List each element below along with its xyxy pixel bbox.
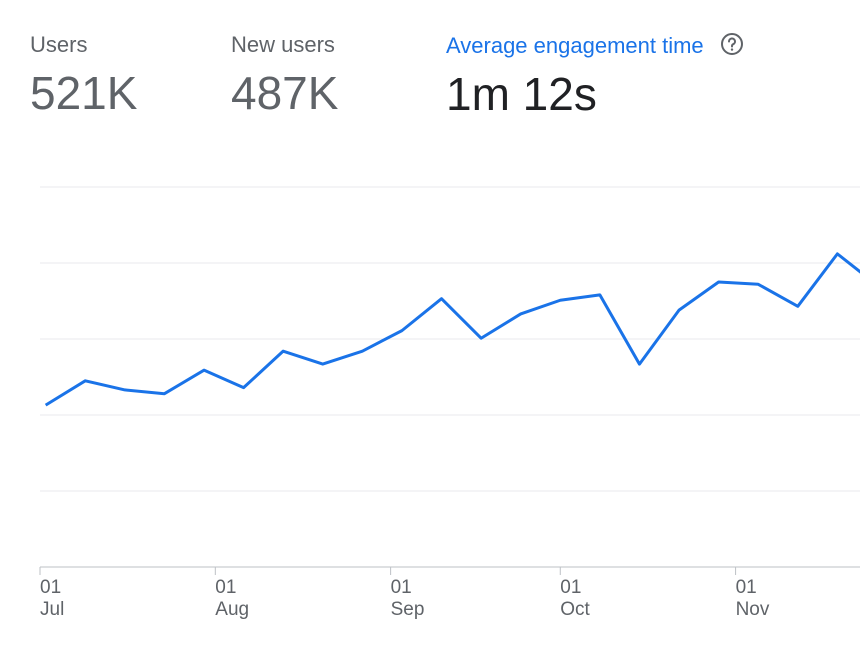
x-tick-label: 01 Oct — [560, 577, 590, 620]
metric[interactable]: Average engagement time 1m 12s — [446, 32, 744, 121]
help-icon[interactable] — [720, 32, 744, 56]
x-tick-label: 01 Nov — [735, 577, 770, 620]
metric[interactable]: Users 521K — [30, 32, 137, 120]
data-line — [44, 252, 860, 407]
metric[interactable]: New users 487K — [231, 32, 338, 120]
x-tick-label: 01 Aug — [215, 577, 250, 620]
metric-label: Average engagement time — [446, 32, 744, 59]
x-tick-label: 01 Jul — [40, 577, 65, 620]
metric-value: 1m 12s — [446, 68, 597, 120]
metric-value: 487K — [231, 67, 339, 119]
metric-label: Users — [30, 32, 88, 57]
metric-label: New users — [231, 32, 335, 57]
metric-value: 521K — [30, 67, 138, 119]
x-tick-label: 01 Sep — [390, 577, 425, 620]
metric-label-text: Average engagement time — [446, 33, 704, 58]
